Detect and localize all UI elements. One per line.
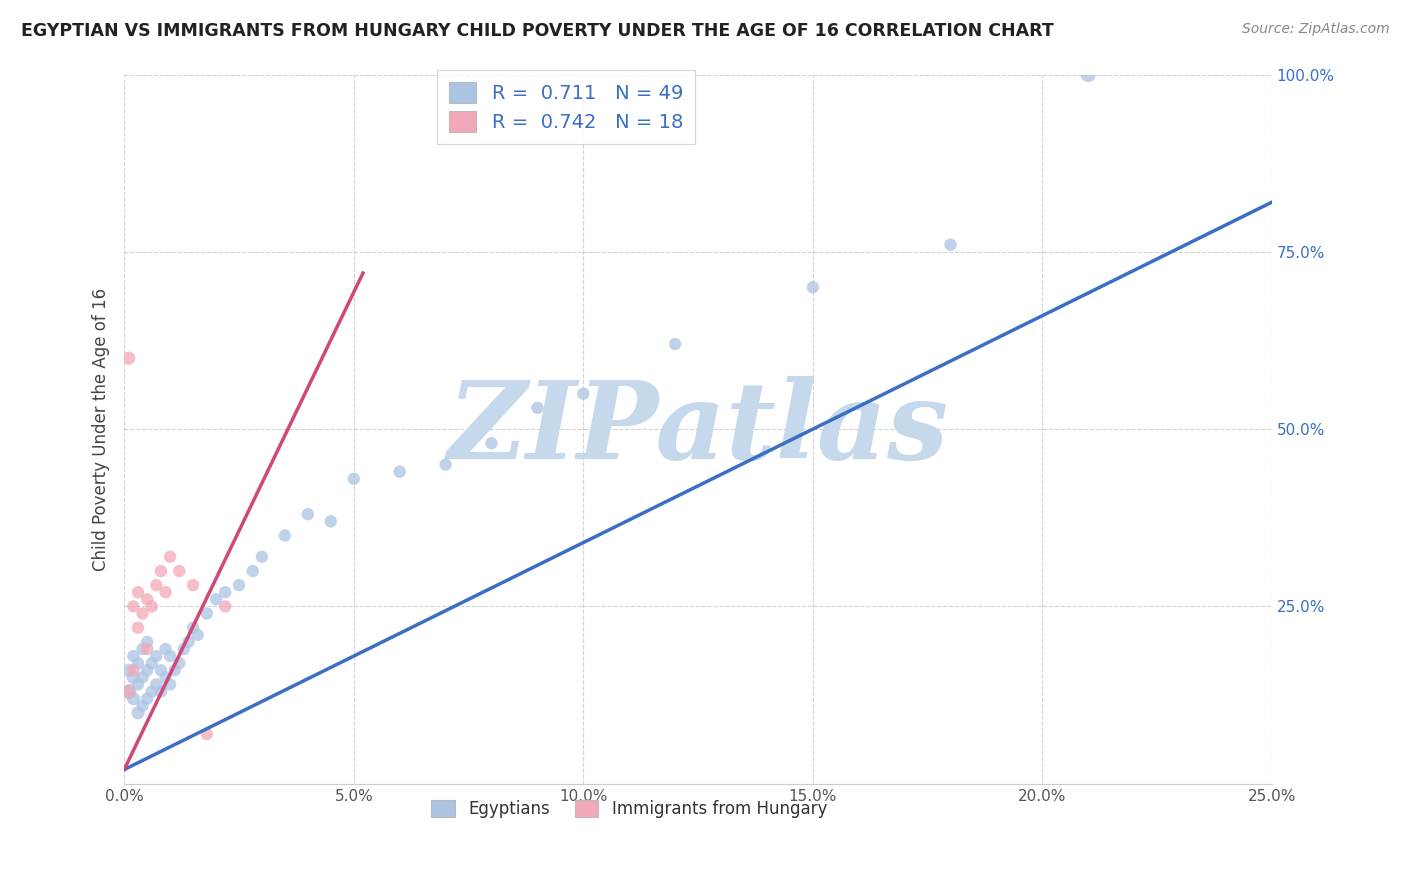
Point xyxy=(274,528,297,542)
Point xyxy=(177,635,200,649)
Point xyxy=(127,585,149,599)
Point xyxy=(434,458,457,472)
Point xyxy=(145,649,167,664)
Point xyxy=(118,351,141,366)
Point xyxy=(159,649,181,664)
Point xyxy=(250,549,273,564)
Point xyxy=(319,514,342,528)
Point xyxy=(214,599,236,614)
Point xyxy=(173,642,195,657)
Point xyxy=(141,599,163,614)
Point xyxy=(181,621,204,635)
Point xyxy=(136,691,159,706)
Point xyxy=(127,621,149,635)
Point xyxy=(159,677,181,691)
Point xyxy=(136,663,159,677)
Point xyxy=(169,564,191,578)
Point xyxy=(155,670,177,684)
Point xyxy=(136,642,159,657)
Point xyxy=(122,691,145,706)
Legend: Egyptians, Immigrants from Hungary: Egyptians, Immigrants from Hungary xyxy=(425,794,834,825)
Point xyxy=(163,663,186,677)
Point xyxy=(181,578,204,592)
Point xyxy=(228,578,250,592)
Point xyxy=(169,656,191,670)
Point xyxy=(572,386,595,401)
Y-axis label: Child Poverty Under the Age of 16: Child Poverty Under the Age of 16 xyxy=(93,287,110,571)
Point xyxy=(801,280,824,294)
Point xyxy=(136,635,159,649)
Point xyxy=(388,465,411,479)
Point xyxy=(122,663,145,677)
Point xyxy=(122,670,145,684)
Point xyxy=(122,599,145,614)
Point xyxy=(205,592,228,607)
Point xyxy=(131,698,153,713)
Point xyxy=(131,670,153,684)
Point xyxy=(195,607,218,621)
Point xyxy=(118,684,141,698)
Point xyxy=(481,436,503,450)
Point xyxy=(127,706,149,720)
Point xyxy=(343,472,366,486)
Point xyxy=(122,649,145,664)
Point xyxy=(145,578,167,592)
Point xyxy=(141,684,163,698)
Point xyxy=(214,585,236,599)
Point xyxy=(136,592,159,607)
Point xyxy=(939,237,962,252)
Point xyxy=(127,677,149,691)
Point xyxy=(242,564,264,578)
Point xyxy=(145,677,167,691)
Point xyxy=(664,337,686,351)
Point xyxy=(131,607,153,621)
Point xyxy=(149,564,172,578)
Point xyxy=(149,663,172,677)
Point xyxy=(131,642,153,657)
Point xyxy=(195,727,218,741)
Point xyxy=(118,663,141,677)
Point xyxy=(155,585,177,599)
Point xyxy=(141,656,163,670)
Point xyxy=(297,507,319,521)
Point xyxy=(187,628,209,642)
Point xyxy=(118,684,141,698)
Text: Source: ZipAtlas.com: Source: ZipAtlas.com xyxy=(1241,22,1389,37)
Point xyxy=(159,549,181,564)
Point xyxy=(526,401,548,415)
Point xyxy=(127,656,149,670)
Text: ZIPatlas: ZIPatlas xyxy=(447,376,949,483)
Point xyxy=(149,684,172,698)
Text: EGYPTIAN VS IMMIGRANTS FROM HUNGARY CHILD POVERTY UNDER THE AGE OF 16 CORRELATIO: EGYPTIAN VS IMMIGRANTS FROM HUNGARY CHIL… xyxy=(21,22,1054,40)
Point xyxy=(155,642,177,657)
Point xyxy=(1077,68,1099,82)
